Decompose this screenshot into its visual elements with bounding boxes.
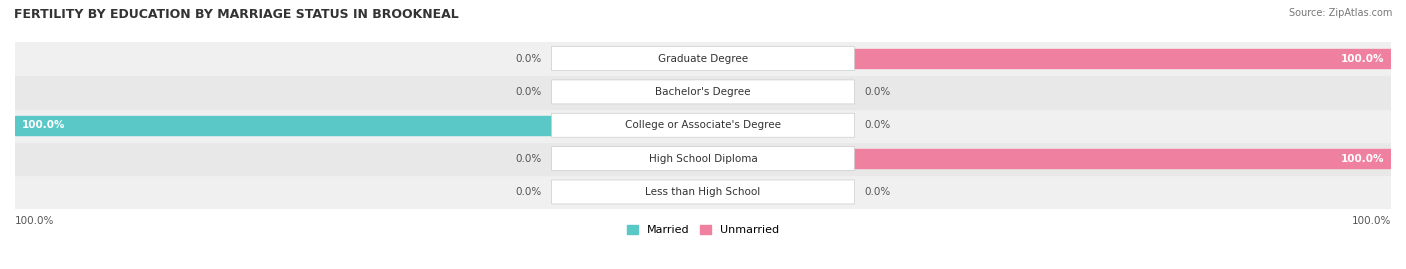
Text: 0.0%: 0.0% bbox=[515, 54, 541, 63]
FancyBboxPatch shape bbox=[551, 147, 855, 171]
Text: 0.0%: 0.0% bbox=[515, 154, 541, 164]
Bar bbox=[15, 116, 703, 135]
Text: College or Associate's Degree: College or Associate's Degree bbox=[626, 120, 780, 130]
Text: 100.0%: 100.0% bbox=[1340, 54, 1384, 63]
Text: 0.0%: 0.0% bbox=[865, 187, 891, 197]
Bar bbox=[703, 49, 1391, 68]
Bar bbox=[703, 149, 1391, 168]
Bar bbox=[15, 42, 1391, 75]
Legend: Married, Unmarried: Married, Unmarried bbox=[621, 221, 785, 240]
FancyBboxPatch shape bbox=[551, 80, 855, 104]
Bar bbox=[15, 142, 1391, 175]
Text: High School Diploma: High School Diploma bbox=[648, 154, 758, 164]
Text: Source: ZipAtlas.com: Source: ZipAtlas.com bbox=[1288, 8, 1392, 18]
Text: 100.0%: 100.0% bbox=[15, 216, 55, 226]
Text: 0.0%: 0.0% bbox=[865, 87, 891, 97]
Bar bbox=[15, 175, 1391, 208]
Text: 100.0%: 100.0% bbox=[22, 120, 66, 130]
Text: FERTILITY BY EDUCATION BY MARRIAGE STATUS IN BROOKNEAL: FERTILITY BY EDUCATION BY MARRIAGE STATU… bbox=[14, 8, 458, 21]
Text: 100.0%: 100.0% bbox=[1340, 154, 1384, 164]
FancyBboxPatch shape bbox=[551, 47, 855, 70]
Text: Bachelor's Degree: Bachelor's Degree bbox=[655, 87, 751, 97]
Text: Less than High School: Less than High School bbox=[645, 187, 761, 197]
FancyBboxPatch shape bbox=[551, 180, 855, 204]
Text: 0.0%: 0.0% bbox=[515, 187, 541, 197]
Text: 0.0%: 0.0% bbox=[865, 120, 891, 130]
FancyBboxPatch shape bbox=[551, 113, 855, 137]
Bar bbox=[15, 109, 1391, 142]
Text: 100.0%: 100.0% bbox=[1351, 216, 1391, 226]
Text: 0.0%: 0.0% bbox=[515, 87, 541, 97]
Bar bbox=[15, 75, 1391, 109]
Text: Graduate Degree: Graduate Degree bbox=[658, 54, 748, 63]
